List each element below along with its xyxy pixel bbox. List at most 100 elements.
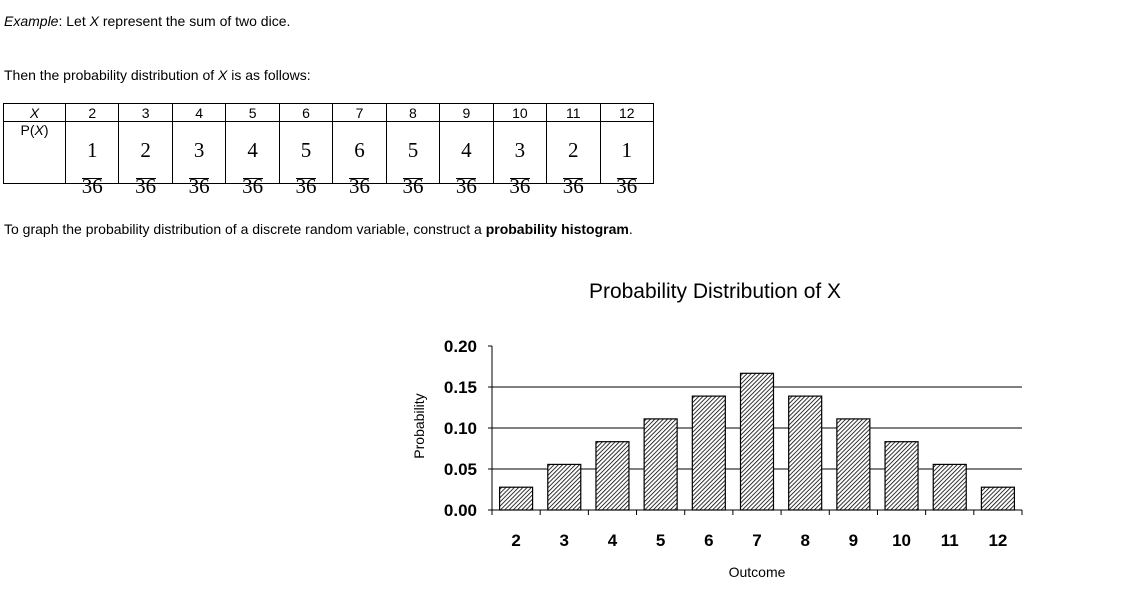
x-tick-label: 7 — [752, 531, 761, 550]
probability-fraction: 6 36 — [333, 122, 385, 198]
example-variable: X — [89, 13, 99, 29]
bar-8 — [788, 395, 823, 511]
fraction-denominator: 36 — [509, 174, 531, 198]
fraction-denominator: 36 — [562, 174, 584, 198]
fraction-numerator: 4 — [461, 138, 472, 162]
bar-12 — [980, 486, 1016, 511]
bar-9 — [836, 418, 871, 511]
x-row: X 2 3 4 5 6 7 8 9 10 11 12 — [3, 103, 655, 122]
axes — [488, 345, 1023, 515]
distribution-intro-line: Then the probability distribution of X i… — [4, 67, 311, 83]
x-tick-label: 12 — [988, 531, 1007, 550]
fraction-bar — [456, 178, 477, 179]
probability-row: P(X) 1 36 2 36 3 36 4 36 5 36 6 36 5 36 4 36 3 36 2 36 1 36 — [3, 121, 655, 198]
x-tick-label: 8 — [800, 531, 809, 550]
example-text-a: : Let — [58, 13, 90, 29]
fraction-numerator: 2 — [568, 138, 579, 162]
x-tick-label: 10 — [892, 531, 911, 550]
x-tick-label: 2 — [511, 531, 520, 550]
x-axis-label: Outcome — [729, 564, 786, 580]
probability-fraction: 1 36 — [601, 122, 653, 198]
fraction-denominator: 36 — [402, 174, 424, 198]
y-tick-label: 0.00 — [444, 501, 477, 520]
probability-fraction: 2 36 — [119, 122, 171, 198]
probability-fraction: 5 36 — [280, 122, 332, 198]
fraction-denominator: 36 — [242, 174, 264, 198]
x-tick-label: 9 — [849, 531, 858, 550]
fraction-numerator: 1 — [86, 138, 98, 162]
fraction-denominator: 36 — [616, 174, 638, 198]
fraction-numerator: 2 — [140, 138, 151, 162]
fraction-bar — [82, 178, 103, 179]
x-tick-label: 5 — [656, 531, 665, 550]
intro-text-a: Then the probability distribution of — [4, 67, 219, 83]
probability-cell: 5 36 — [385, 121, 441, 198]
fraction-numerator: 5 — [407, 138, 419, 162]
probability-fraction: 4 36 — [226, 122, 278, 198]
fraction-bar — [296, 178, 317, 179]
x-tick-label: 6 — [704, 531, 713, 550]
x-tick-label: 11 — [941, 531, 959, 550]
probability-cell: 1 36 — [64, 121, 120, 198]
fraction-numerator: 5 — [300, 138, 312, 162]
fraction-denominator: 36 — [455, 174, 477, 198]
y-tick-label: 0.20 — [444, 337, 477, 356]
fraction-numerator: 6 — [354, 138, 365, 162]
fraction-bar — [189, 178, 210, 179]
probability-cell: 2 36 — [546, 121, 601, 198]
y-tick-labels: 0.00 0.05 0.10 0.15 0.20 — [444, 337, 477, 520]
bar-3 — [547, 463, 582, 511]
instruction-bold-term: probability histogram — [485, 221, 629, 237]
probability-cell: 3 36 — [171, 121, 227, 198]
probability-cell: 4 36 — [225, 121, 280, 198]
fraction-numerator: 1 — [621, 138, 633, 162]
intro-text-b: is as follows: — [227, 67, 311, 83]
instruction-text-b: . — [628, 221, 633, 237]
fraction-denominator: 36 — [348, 174, 370, 198]
fraction-bar — [563, 178, 584, 179]
fraction-denominator: 36 — [188, 174, 210, 198]
fraction-bar — [349, 178, 370, 179]
y-tick-label: 0.05 — [444, 460, 477, 479]
y-tick-label: 0.15 — [444, 378, 477, 397]
instruction-text-a: To graph the probability distribution of… — [4, 221, 486, 237]
probability-row-label: P(X) — [3, 121, 66, 184]
distribution-table: X 2 3 4 5 6 7 8 9 10 11 12 P(X) 1 36 2 36 3 36 4 36 5 36 6 36… — [3, 103, 655, 198]
x-tick-labels: 2 3 4 5 6 7 8 9 10 11 12 — [511, 531, 1007, 550]
probability-fraction: 4 36 — [440, 122, 492, 198]
fraction-numerator: 3 — [193, 138, 205, 162]
example-text-b: represent the sum of two dice. — [98, 13, 291, 29]
bar-11 — [932, 463, 967, 511]
fraction-bar — [402, 178, 423, 179]
fraction-bar — [616, 178, 637, 179]
probability-fraction: 1 36 — [66, 122, 118, 198]
probability-cell: 3 36 — [492, 121, 548, 198]
probability-fraction: 3 36 — [173, 122, 225, 198]
bar-2 — [498, 486, 534, 511]
bar-10 — [884, 441, 919, 511]
fraction-bar — [135, 178, 156, 179]
probability-fraction: 5 36 — [387, 122, 439, 198]
y-axis-label: Probability — [411, 393, 427, 458]
probability-fraction: 3 36 — [494, 122, 546, 198]
p-label-b: ) — [43, 122, 49, 138]
bar-7 — [739, 372, 775, 511]
p-label-variable: X — [34, 122, 44, 138]
fraction-denominator: 36 — [135, 174, 157, 198]
probability-cell: 1 36 — [599, 121, 655, 198]
bar-4 — [595, 441, 630, 511]
chart-title: Probability Distribution of X — [589, 280, 841, 303]
bar-5 — [643, 418, 678, 511]
x-tick-label: 4 — [608, 531, 618, 550]
fraction-bar — [509, 178, 530, 179]
p-label-a: P( — [20, 122, 35, 138]
fraction-denominator: 36 — [295, 174, 317, 198]
probability-cell: 5 36 — [278, 121, 334, 198]
x-value-cell: 7 — [332, 103, 387, 122]
fraction-numerator: 4 — [247, 138, 258, 162]
bars — [498, 372, 1016, 511]
example-label: Example — [4, 13, 59, 29]
intro-variable: X — [218, 67, 228, 83]
y-tick-label: 0.10 — [444, 419, 477, 438]
